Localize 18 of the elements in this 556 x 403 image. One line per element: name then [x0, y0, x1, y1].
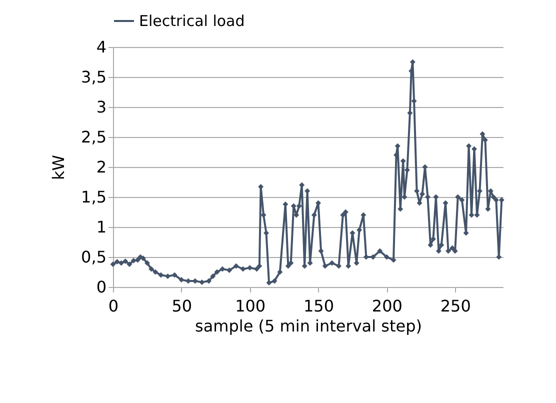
x-tick-label: 150 — [303, 296, 334, 316]
x-tick-label: 0 — [108, 296, 119, 316]
y-tick-label: 3 — [96, 98, 106, 116]
x-tick-label: 200 — [372, 296, 402, 316]
y-tick-label: 2,5 — [81, 128, 106, 146]
y-tick-label: 4 — [96, 38, 106, 56]
x-axis-title: sample (5 min interval step) — [195, 316, 422, 336]
y-tick-label: 0,5 — [81, 248, 106, 266]
y-tick-label: 2 — [96, 158, 106, 176]
x-tick-label: 100 — [235, 296, 266, 316]
x-tick-label: 250 — [440, 296, 471, 316]
y-tick-label: 0 — [96, 278, 106, 296]
x-tick-label: 50 — [172, 296, 192, 316]
y-tick-label: 1 — [96, 218, 106, 236]
legend-label: Electrical load — [139, 12, 245, 30]
y-axis-title: kW — [49, 154, 68, 180]
y-tick-label: 3,5 — [81, 68, 106, 86]
y-tick-label: 1,5 — [81, 188, 106, 206]
